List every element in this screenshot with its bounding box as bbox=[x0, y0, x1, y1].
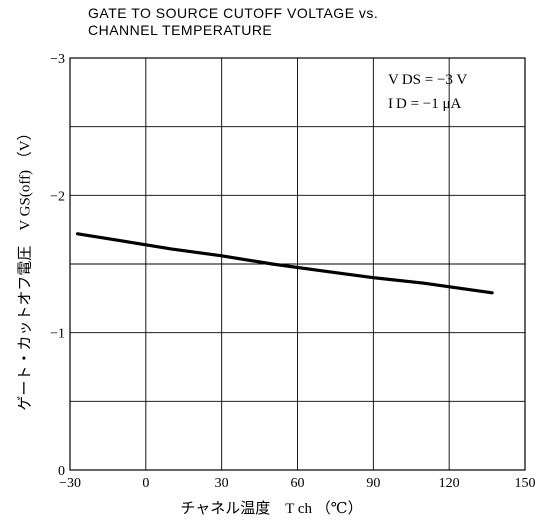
condition-id: I D = −1 μA bbox=[388, 96, 462, 112]
plot-frame bbox=[69, 57, 526, 471]
y-tick-label-0: 0 bbox=[58, 464, 65, 479]
x-tick-label-5: 120 bbox=[439, 476, 460, 491]
condition-vds: V DS = −3 V bbox=[388, 72, 468, 88]
series-line-0 bbox=[75, 232, 494, 295]
y-axis-label: ゲート・カットオフ電圧 V GS(off) （V） bbox=[17, 125, 34, 411]
x-tick-label-4: 90 bbox=[366, 476, 380, 491]
chart-title-line-1: GATE TO SOURCE CUTOFF VOLTAGE vs. bbox=[88, 5, 379, 21]
x-tick-label-6: 150 bbox=[515, 476, 536, 491]
x-axis-label: チャネル温度 T ch （℃） bbox=[180, 501, 363, 517]
x-tick-label-3: 60 bbox=[291, 476, 305, 491]
chart-title-line-2: CHANNEL TEMPERATURE bbox=[88, 22, 273, 38]
x-tick-label-2: 30 bbox=[215, 476, 229, 491]
x-tick-label-1: 0 bbox=[142, 476, 149, 491]
y-tick-label-1: −1 bbox=[50, 327, 65, 342]
y-tick-label-2: −2 bbox=[50, 189, 65, 204]
y-tick-label-3: −3 bbox=[50, 52, 65, 67]
x-tick-label-0: −30 bbox=[59, 476, 81, 491]
